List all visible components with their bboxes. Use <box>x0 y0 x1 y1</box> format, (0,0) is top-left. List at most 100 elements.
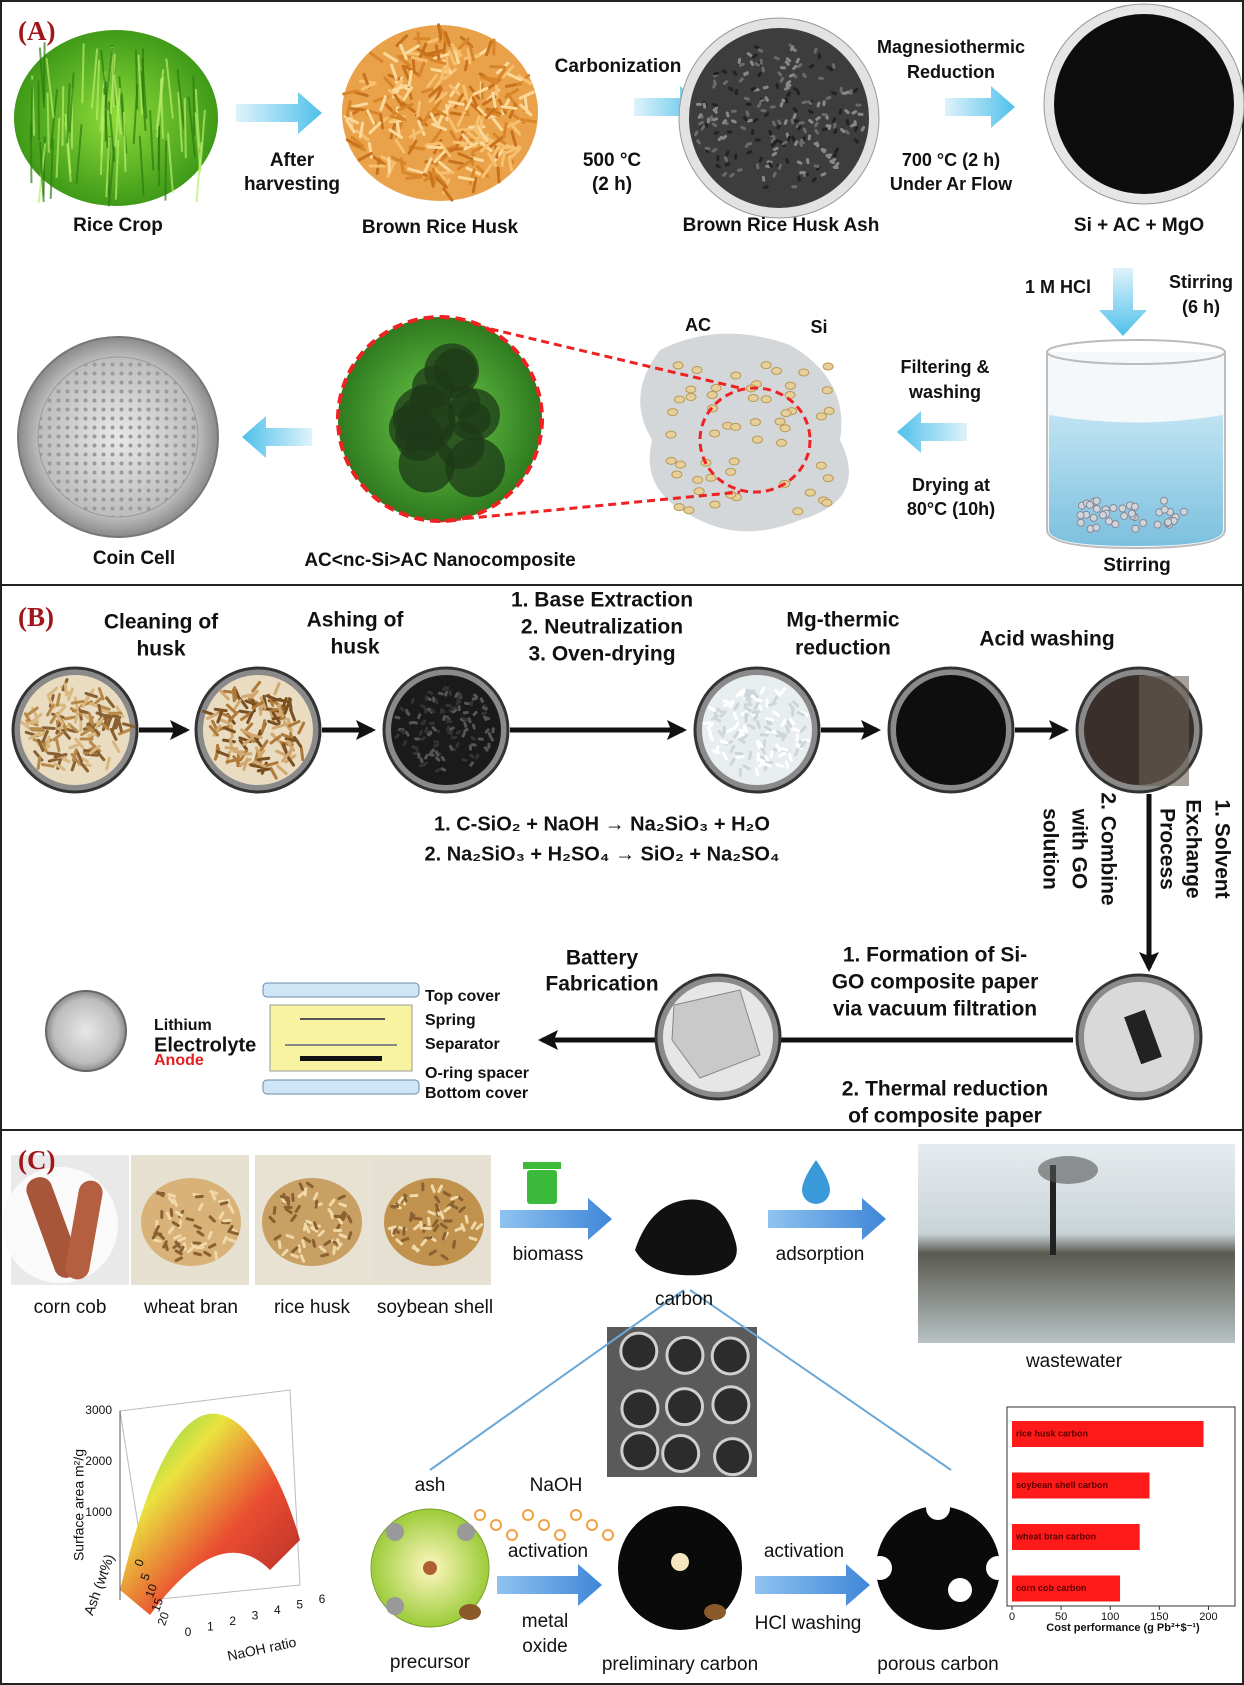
grain <box>427 1210 436 1216</box>
grain <box>477 127 489 142</box>
grain <box>452 140 470 145</box>
label: oxide <box>522 1636 567 1657</box>
grain <box>732 711 738 721</box>
naoh-dot <box>570 1509 582 1521</box>
grain <box>740 733 749 741</box>
grain <box>747 697 752 706</box>
label: porous carbon <box>877 1654 998 1675</box>
label: preliminary carbon <box>602 1654 758 1675</box>
grain <box>480 711 487 716</box>
grain <box>733 702 740 711</box>
tem-cluster <box>398 436 456 493</box>
coin-cell-face <box>37 356 199 518</box>
si-particle <box>774 417 786 426</box>
label: via vacuum filtration <box>833 998 1037 1021</box>
pore <box>926 1496 950 1520</box>
si-particle <box>760 361 772 370</box>
grain <box>87 712 95 726</box>
particle <box>1164 518 1173 527</box>
label: 2. Neutralization <box>521 616 683 639</box>
grain <box>332 1245 336 1255</box>
grain <box>427 690 434 695</box>
grain <box>418 730 423 736</box>
grain <box>785 57 792 63</box>
grain <box>779 687 787 695</box>
grain <box>452 1239 456 1249</box>
carbon-blob <box>640 333 849 532</box>
si-particle <box>706 390 718 399</box>
pore <box>713 1437 753 1477</box>
grain <box>411 745 418 750</box>
grain <box>775 763 785 768</box>
grain <box>174 1256 184 1263</box>
grain <box>732 730 740 739</box>
label: 10 <box>142 1582 160 1600</box>
grain <box>449 726 455 731</box>
grain <box>735 689 743 698</box>
anode-layer <box>300 1056 382 1061</box>
grain <box>712 82 717 89</box>
grain <box>849 88 853 95</box>
grain <box>426 145 444 150</box>
pore <box>986 1556 1010 1580</box>
pore <box>665 1335 705 1375</box>
grain <box>723 156 729 163</box>
grain <box>781 140 788 146</box>
grain <box>454 692 459 698</box>
particle <box>1118 504 1127 513</box>
tem-cluster <box>447 385 481 418</box>
grain <box>395 34 409 48</box>
grass-blade <box>134 49 139 110</box>
grain <box>770 137 776 143</box>
grain <box>775 83 780 90</box>
composite-paper <box>671 989 761 1079</box>
grain <box>406 51 424 56</box>
grain <box>466 47 472 65</box>
grain <box>740 709 750 716</box>
grain <box>430 1184 436 1193</box>
si-particle <box>709 500 721 509</box>
pore <box>620 1389 660 1429</box>
grain <box>700 124 706 131</box>
grain <box>209 1189 219 1195</box>
label: metal <box>522 1611 568 1632</box>
grain <box>320 1253 330 1258</box>
grain <box>70 758 78 772</box>
go-paper <box>1124 1009 1162 1065</box>
grain <box>721 134 728 140</box>
grain <box>457 152 474 161</box>
label: 2. Combine <box>1096 792 1119 905</box>
grain <box>456 110 466 127</box>
grain <box>745 110 750 117</box>
grain <box>721 69 728 74</box>
beaker-rim <box>1046 339 1226 365</box>
grain <box>291 1246 299 1254</box>
grain <box>47 756 62 763</box>
grain <box>473 115 481 132</box>
si-particle <box>665 430 677 439</box>
grass-blade <box>46 92 50 153</box>
core <box>671 1553 689 1571</box>
grain <box>238 752 253 757</box>
grain <box>509 146 522 160</box>
grain <box>456 127 474 132</box>
water-drop <box>802 1160 830 1204</box>
grain <box>442 187 454 202</box>
grain <box>284 698 293 712</box>
label: Stirring <box>1103 555 1171 576</box>
grain <box>459 717 466 723</box>
grain <box>426 73 439 88</box>
label: 150 <box>1150 1611 1168 1623</box>
grain <box>774 688 781 697</box>
grain <box>346 1214 353 1224</box>
grain <box>275 749 289 758</box>
grain <box>742 764 751 771</box>
grain <box>482 715 488 721</box>
grain <box>219 1200 229 1206</box>
label: Ashing of <box>307 609 405 632</box>
dish-content <box>896 675 1006 785</box>
grain <box>445 56 450 74</box>
grain <box>440 1253 449 1261</box>
grain <box>66 687 74 701</box>
grain <box>400 1237 410 1243</box>
